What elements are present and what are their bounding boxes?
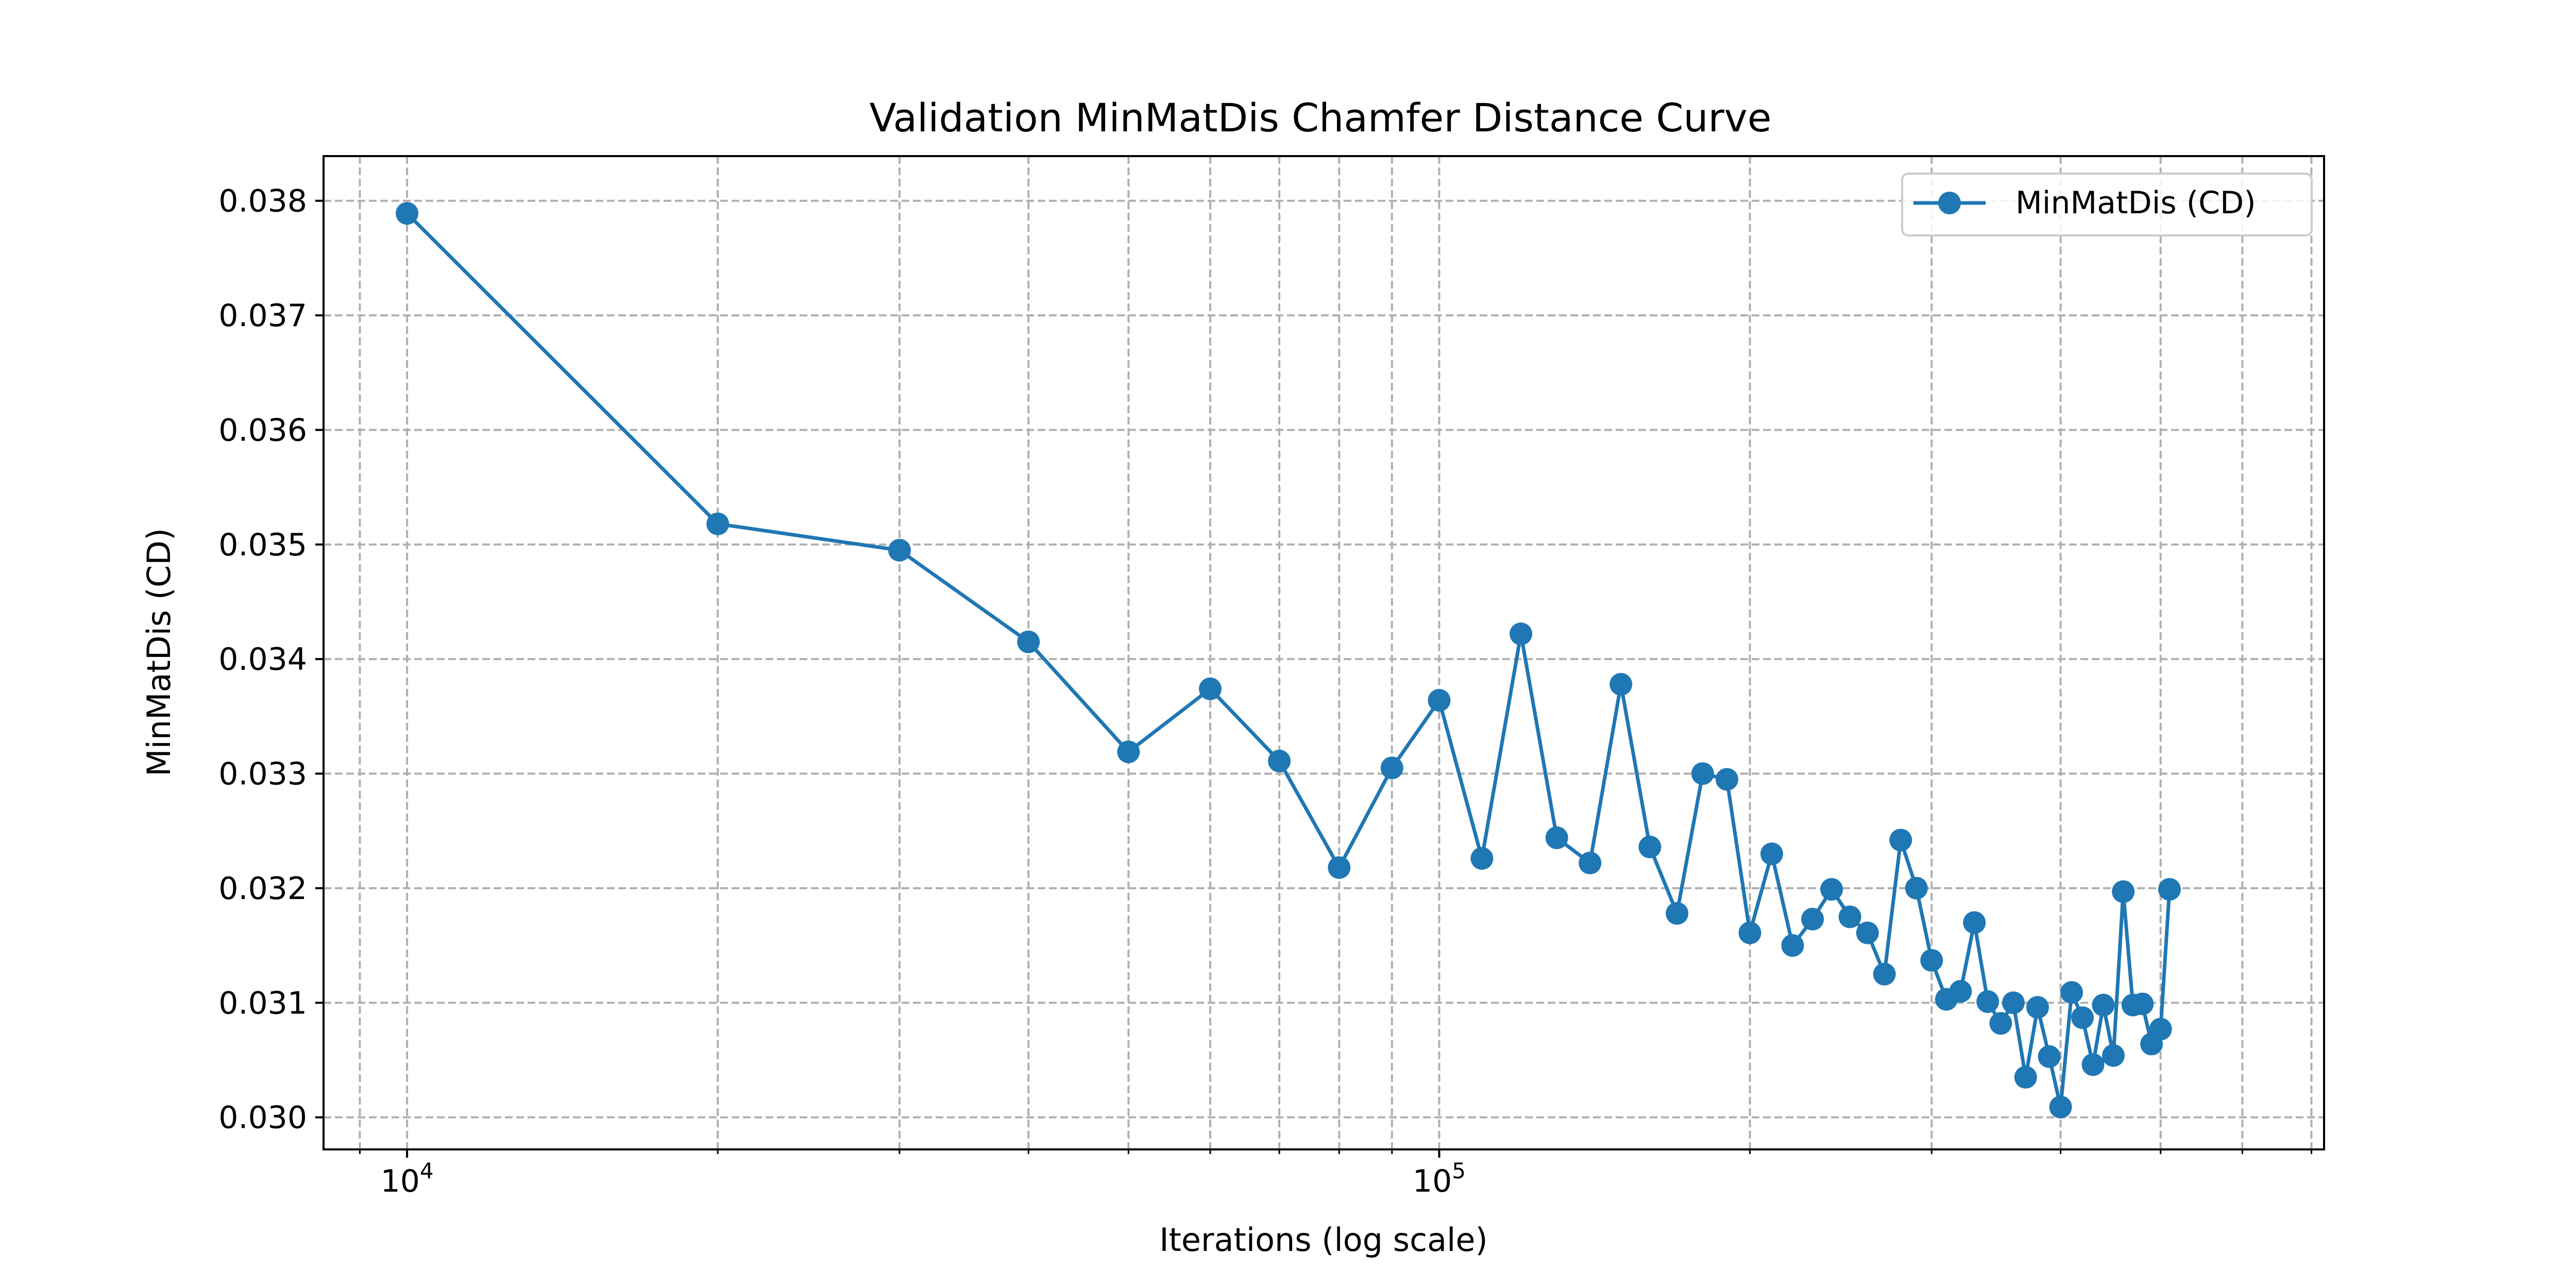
- chart-title: Validation MinMatDis Chamfer Distance Cu…: [869, 95, 1771, 141]
- data-point: [1691, 762, 1714, 785]
- data-point: [1976, 990, 1999, 1013]
- data-point: [1873, 962, 1896, 986]
- x-tick-label-exponent: 5: [1452, 1158, 1466, 1183]
- data-point: [1666, 902, 1689, 925]
- data-point: [2092, 993, 2115, 1016]
- y-tick-label: 0.030: [218, 1100, 307, 1136]
- y-tick-label: 0.038: [218, 183, 307, 219]
- data-point: [1510, 622, 1533, 646]
- data-point: [1801, 908, 1824, 931]
- data-point: [2131, 992, 2154, 1015]
- y-tick-label: 0.032: [218, 871, 307, 907]
- data-point: [2149, 1018, 2172, 1041]
- data-point: [1328, 856, 1351, 879]
- y-tick-label: 0.033: [218, 756, 307, 792]
- data-point: [888, 538, 911, 562]
- data-point: [1017, 630, 1040, 653]
- data-point: [1380, 756, 1403, 779]
- data-point: [1889, 828, 1912, 852]
- data-point: [1781, 934, 1804, 957]
- data-point: [2002, 991, 2025, 1014]
- y-tick-label: 0.034: [218, 641, 307, 677]
- data-point: [1579, 852, 1602, 875]
- data-point: [1989, 1012, 2012, 1035]
- data-point: [396, 202, 419, 225]
- x-tick-label-exponent: 4: [420, 1158, 434, 1183]
- x-axis: 104 105: [359, 1149, 2312, 1199]
- y-tick-label: 0.035: [218, 527, 307, 563]
- series-line: [405, 212, 2172, 1109]
- data-point: [2081, 1053, 2105, 1076]
- x-axis-label: Iterations (log scale): [1159, 1221, 1487, 1259]
- data-point: [1949, 980, 1972, 1003]
- legend-marker: [1938, 192, 1961, 214]
- data-point: [1199, 677, 1222, 701]
- grid: [324, 156, 2324, 1149]
- y-axis-label: MinMatDis (CD): [140, 528, 178, 776]
- data-point: [1638, 835, 1662, 858]
- x-tick-label: 104: [381, 1158, 434, 1199]
- data-point: [2102, 1044, 2125, 1067]
- y-tick-label: 0.037: [218, 298, 307, 334]
- data-point: [1715, 768, 1738, 791]
- series-layer: [396, 202, 2181, 1118]
- data-point: [1545, 826, 1568, 850]
- data-point: [1905, 876, 1928, 900]
- plot-frame: [323, 155, 2325, 1150]
- data-point: [1838, 905, 1861, 928]
- data-point: [1470, 847, 1494, 870]
- data-point: [1963, 911, 1986, 934]
- data-point: [1268, 750, 1291, 773]
- data-point: [1428, 689, 1451, 712]
- y-tick-label: 0.036: [218, 412, 307, 448]
- data-point: [1920, 949, 1943, 972]
- data-point: [2014, 1065, 2037, 1089]
- data-point: [2026, 996, 2049, 1019]
- data-point: [2060, 981, 2083, 1004]
- legend: MinMatDis (CD): [1901, 173, 2313, 236]
- data-point: [2038, 1045, 2061, 1068]
- data-point: [2071, 1006, 2094, 1029]
- x-tick-label-base: 10: [381, 1163, 420, 1199]
- data-point: [1117, 740, 1140, 764]
- y-axis: 0.030 0.031 0.032 0.033 0.034 0.035 0.036 0.037…: [218, 183, 324, 1136]
- legend-box: [1901, 173, 2313, 236]
- data-point: [1609, 673, 1633, 696]
- data-point: [1760, 842, 1783, 866]
- legend-label: MinMatDis (CD): [2015, 185, 2256, 221]
- data-point: [706, 512, 730, 535]
- data-point: [1856, 921, 1879, 944]
- data-point: [2049, 1095, 2072, 1118]
- x-tick-label-base: 10: [1413, 1163, 1452, 1199]
- y-tick-label: 0.031: [218, 985, 307, 1021]
- data-point: [2158, 878, 2181, 901]
- data-point: [1738, 921, 1761, 944]
- x-tick-label: 105: [1413, 1158, 1466, 1199]
- data-point: [2112, 880, 2135, 903]
- data-point: [1820, 878, 1843, 901]
